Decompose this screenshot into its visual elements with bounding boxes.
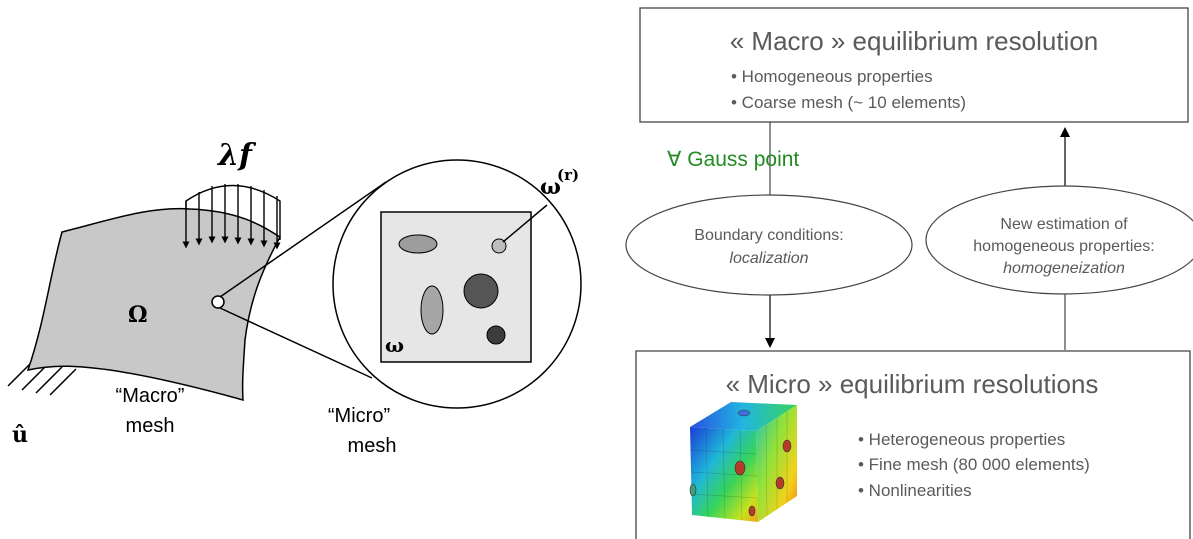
micro-box-bullet: • Heterogeneous properties [858,430,1065,449]
macro-box [639,7,1189,123]
distributed-load [182,184,281,250]
localization-ellipse [625,194,913,296]
micro-box-bullet: • Nonlinearities [858,481,972,500]
macro-box-title: « Macro » equilibrium resolution [730,26,1099,56]
macro-micro-sketch: λf Ω û “Macro” mesh ω (r) ω “Micro” mesh [7,138,582,457]
material-point [211,295,225,309]
homogenization-ellipse [925,185,1193,295]
homogenization-line2: homogeneous properties: [973,238,1154,255]
inclusion [463,273,499,309]
inclusion [491,238,507,254]
load-label: λf [216,138,257,173]
inclusion-leader [502,204,548,243]
macro-box-bullet: • Coarse mesh (~ 10 elements) [731,93,966,112]
micro-box-title: « Micro » equilibrium resolutions [726,369,1099,399]
macro-domain [26,207,282,402]
micro-mesh-caption-line1: “Micro” [328,405,390,427]
homogenization-line1: New estimation of [1000,216,1128,233]
multiscale-flowchart: « Macro » equilibrium resolution • Homog… [625,7,1193,539]
inclusion-label: ω [540,174,561,200]
homogenization-line3: homogeneization [1003,260,1125,277]
macro-mesh-caption-line2: mesh [126,415,175,437]
inclusion [420,285,444,335]
macro-mesh-caption-line1: “Macro” [116,385,185,407]
zoom-line-top [219,181,387,298]
domain-label: Ω [128,302,148,328]
micro-box-bullet: • Fine mesh (80 000 elements) [858,455,1090,474]
inclusion-label-group: ω (r) [540,166,579,200]
gauss-point-label: ∀ Gauss point [667,148,799,171]
localization-line2: localization [729,250,808,267]
micro-mesh-caption-line2: mesh [348,435,397,457]
inclusion-label-sup: (r) [557,166,579,184]
zoom-line-bottom [219,307,373,379]
rve-cube-image [689,402,797,522]
displacement-label: û [12,422,28,448]
localization-line1: Boundary conditions: [694,227,843,244]
rve-label: ω [385,333,404,357]
macro-box-bullet: • Homogeneous properties [731,67,933,86]
inclusion [398,234,438,254]
inclusion [486,325,506,345]
